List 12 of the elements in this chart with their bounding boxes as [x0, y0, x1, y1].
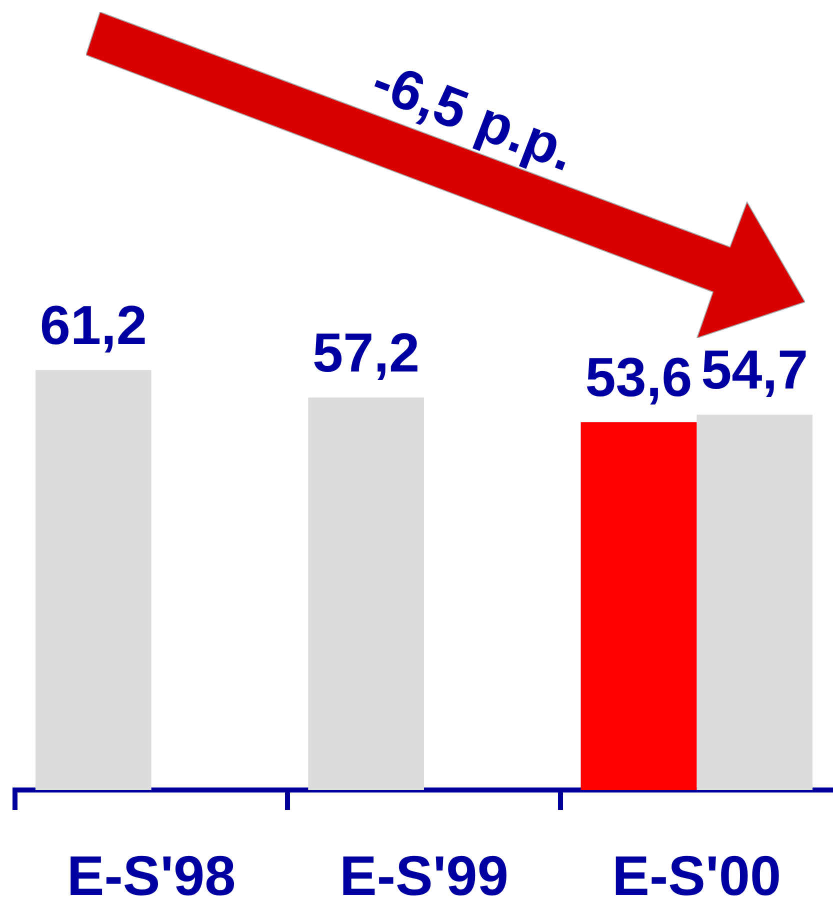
data-label: 61,2: [40, 294, 147, 356]
x-tick-label: E-S'98: [66, 844, 236, 900]
bar: [580, 422, 697, 790]
data-label: 57,2: [312, 321, 420, 384]
bar: [696, 414, 813, 790]
x-tick-label: E-S'00: [612, 844, 782, 900]
text: -6,5 p.p.: [364, 48, 584, 183]
x-tick-label: E-S'99: [340, 844, 508, 900]
data-label: 53,6: [585, 346, 692, 408]
data-label: 54,7: [701, 338, 808, 401]
bar: [35, 370, 152, 790]
bar: [308, 397, 424, 790]
